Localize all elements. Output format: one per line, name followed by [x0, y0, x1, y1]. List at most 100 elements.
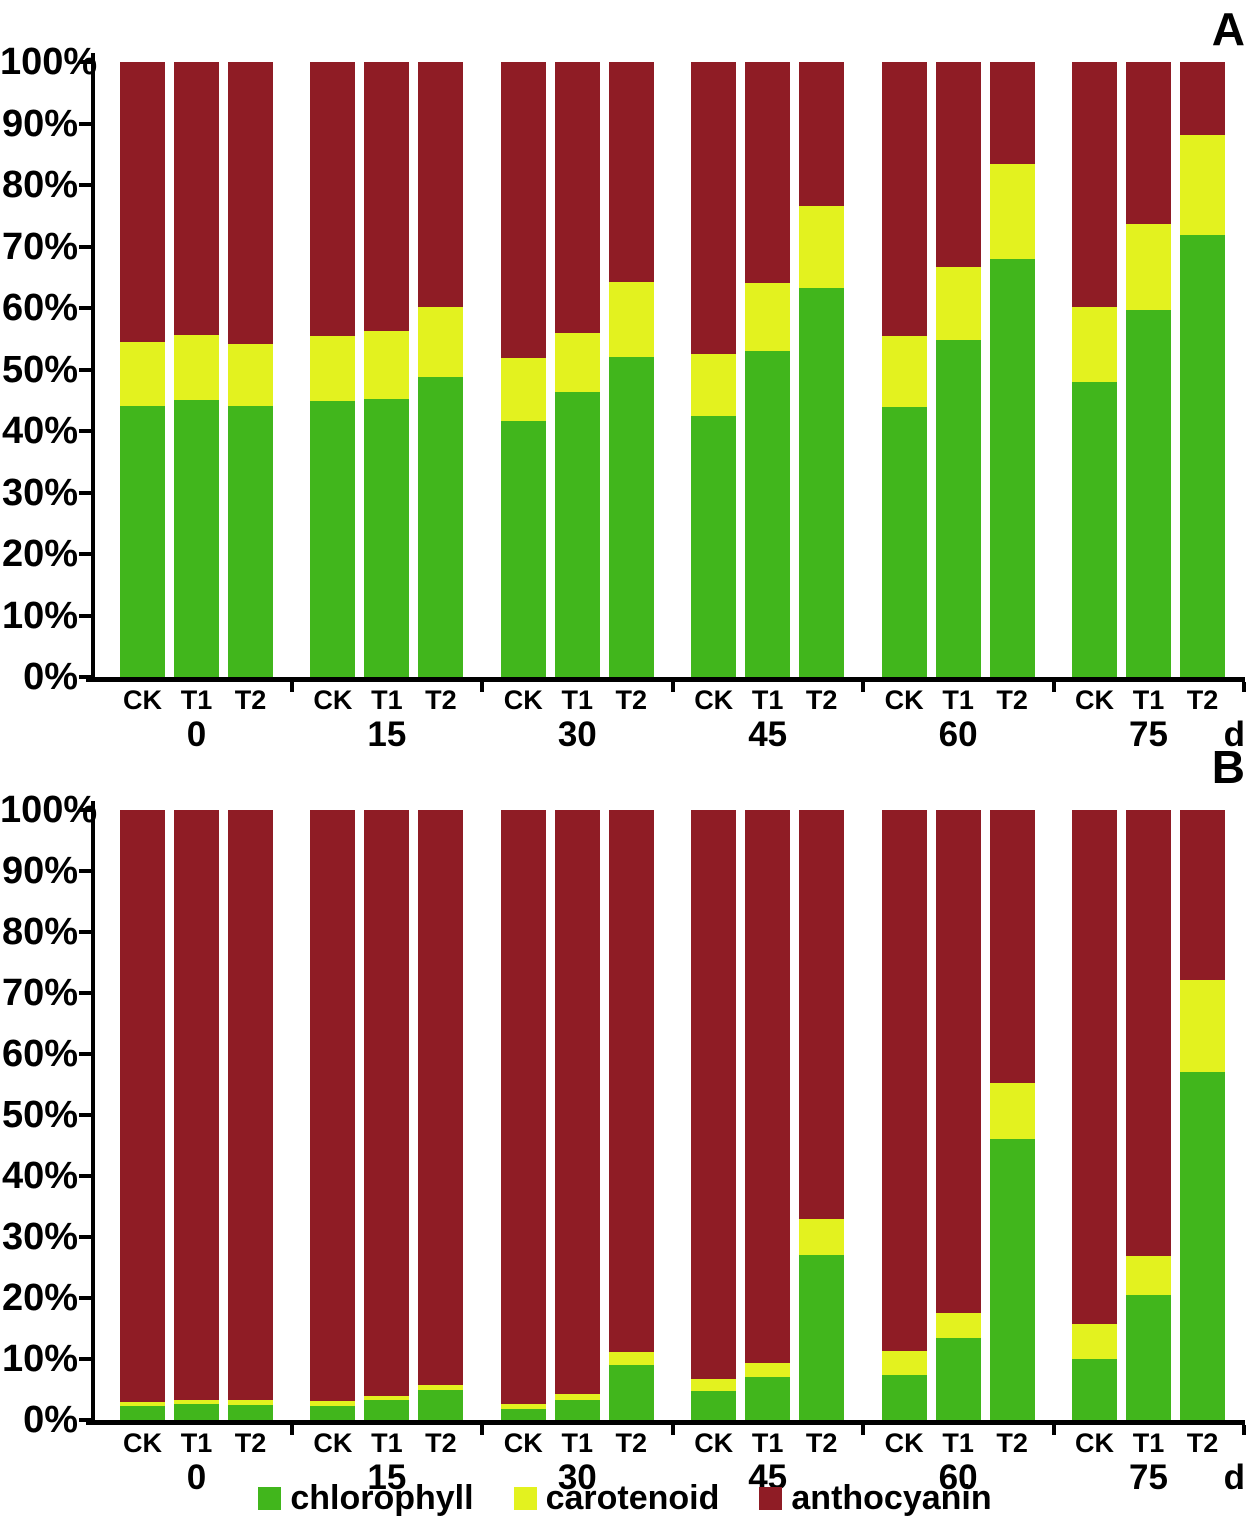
- treatment-label: CK: [313, 685, 353, 715]
- segment-anthocyanin: [691, 810, 737, 1379]
- time-group-label: 45: [748, 715, 788, 754]
- segment-anthocyanin: [1180, 810, 1225, 981]
- time-group-label: 0: [186, 1458, 207, 1497]
- treatment-label: T1: [942, 685, 974, 715]
- segment-carotenoid: [500, 1403, 546, 1409]
- segment-carotenoid: [1180, 135, 1225, 235]
- segment-chlorophyll: [1126, 309, 1171, 677]
- segment-chlorophyll: [691, 416, 737, 677]
- segment-chlorophyll: [500, 1409, 546, 1420]
- y-axis-tick: [79, 306, 93, 310]
- y-axis-tick-label: 40%: [1, 410, 78, 452]
- y-axis-tick-label: 80%: [1, 911, 78, 953]
- segment-chlorophyll: [691, 1390, 737, 1420]
- segment-carotenoid: [745, 282, 791, 352]
- treatment-label: T1: [942, 1428, 974, 1458]
- y-axis-tick: [79, 869, 93, 873]
- treatment-label: T1: [751, 1428, 784, 1458]
- segment-carotenoid: [608, 1351, 654, 1366]
- x-axis-group-tick: [480, 1425, 485, 1435]
- y-axis-tick: [79, 613, 93, 618]
- segment-chlorophyll: [554, 391, 600, 677]
- treatment-label: T2: [234, 1428, 267, 1458]
- segment-chlorophyll: [120, 405, 165, 677]
- segment-chlorophyll: [745, 351, 791, 677]
- treatment-label: CK: [123, 1428, 162, 1458]
- y-axis-tick: [79, 1418, 93, 1422]
- segment-carotenoid: [1072, 307, 1117, 383]
- segment-carotenoid: [228, 343, 273, 406]
- segment-chlorophyll: [1180, 1071, 1225, 1420]
- bar-45d-t1: [745, 62, 791, 677]
- y-axis-line: [91, 53, 95, 681]
- y-axis-tick: [79, 183, 93, 187]
- bar-75d-t1: [1126, 62, 1171, 677]
- segment-carotenoid: [554, 332, 600, 392]
- segment-chlorophyll: [1072, 382, 1117, 677]
- segment-carotenoid: [1072, 1323, 1117, 1359]
- segment-anthocyanin: [554, 810, 600, 1394]
- time-group-label: 75: [1129, 1458, 1168, 1497]
- segment-carotenoid: [418, 306, 464, 377]
- time-group-label: 30: [557, 1458, 597, 1497]
- y-axis-tick: [79, 552, 93, 556]
- x-axis-group-tick: [861, 1425, 866, 1435]
- y-axis-tick-label: 70%: [1, 972, 78, 1014]
- segment-chlorophyll: [418, 376, 464, 677]
- treatment-label: T2: [996, 685, 1028, 715]
- bar-75d-ck: [1072, 62, 1117, 677]
- segment-anthocyanin: [799, 810, 845, 1219]
- segment-chlorophyll: [608, 356, 654, 677]
- treatment-label: T1: [180, 1428, 213, 1458]
- bar-60d-t2: [989, 62, 1035, 677]
- segment-carotenoid: [554, 1393, 600, 1400]
- segment-anthocyanin: [935, 810, 981, 1313]
- treatment-label: CK: [884, 1428, 924, 1458]
- treatment-label: CK: [1075, 685, 1114, 715]
- segment-carotenoid: [310, 1401, 356, 1406]
- segment-anthocyanin: [799, 62, 845, 206]
- segment-chlorophyll: [881, 1375, 927, 1420]
- x-axis-group-tick: [1051, 682, 1056, 692]
- y-axis-tick: [79, 1357, 93, 1361]
- y-axis-tick: [79, 1113, 93, 1117]
- segment-anthocyanin: [228, 810, 273, 1401]
- segment-anthocyanin: [1072, 810, 1117, 1324]
- segment-chlorophyll: [418, 1390, 464, 1420]
- y-axis-tick: [79, 121, 93, 126]
- segment-anthocyanin: [745, 62, 791, 283]
- segment-carotenoid: [364, 330, 410, 399]
- bar-75d-t1: [1126, 810, 1171, 1420]
- legend-item-chlorophyll: chlorophyll: [258, 1480, 474, 1516]
- treatment-label: CK: [123, 685, 162, 715]
- time-group-label: 15: [367, 715, 407, 754]
- segment-anthocyanin: [500, 62, 546, 359]
- segment-chlorophyll: [554, 1399, 600, 1420]
- y-axis-tick-label: 70%: [1, 225, 78, 268]
- segment-carotenoid: [799, 1218, 845, 1256]
- segment-chlorophyll: [310, 1405, 356, 1420]
- treatment-label: T2: [805, 1428, 838, 1458]
- bar-30d-ck: [500, 810, 546, 1420]
- treatment-label: CK: [1075, 1428, 1114, 1458]
- treatment-label: T2: [996, 1428, 1028, 1458]
- y-axis-tick-label: 60%: [1, 1033, 78, 1075]
- bar-30d-t1: [554, 810, 600, 1420]
- segment-anthocyanin: [989, 62, 1035, 165]
- y-axis-tick-label: 50%: [1, 1094, 78, 1136]
- segment-carotenoid: [364, 1396, 410, 1401]
- legend-swatch-chlorophyll: [258, 1486, 282, 1510]
- segment-anthocyanin: [691, 62, 737, 354]
- segment-anthocyanin: [120, 810, 165, 1402]
- y-axis-tick: [79, 1174, 93, 1178]
- segment-carotenoid: [935, 1312, 981, 1338]
- time-group-label: 60: [938, 715, 978, 754]
- x-axis-group-tick: [670, 1425, 675, 1435]
- bar-30d-ck: [500, 62, 546, 677]
- bar-15d-t2: [418, 62, 464, 677]
- segment-chlorophyll: [364, 399, 410, 677]
- legend-label: anthocyanin: [791, 1479, 992, 1517]
- segment-anthocyanin: [881, 810, 927, 1352]
- segment-anthocyanin: [120, 62, 165, 343]
- segment-carotenoid: [120, 342, 165, 406]
